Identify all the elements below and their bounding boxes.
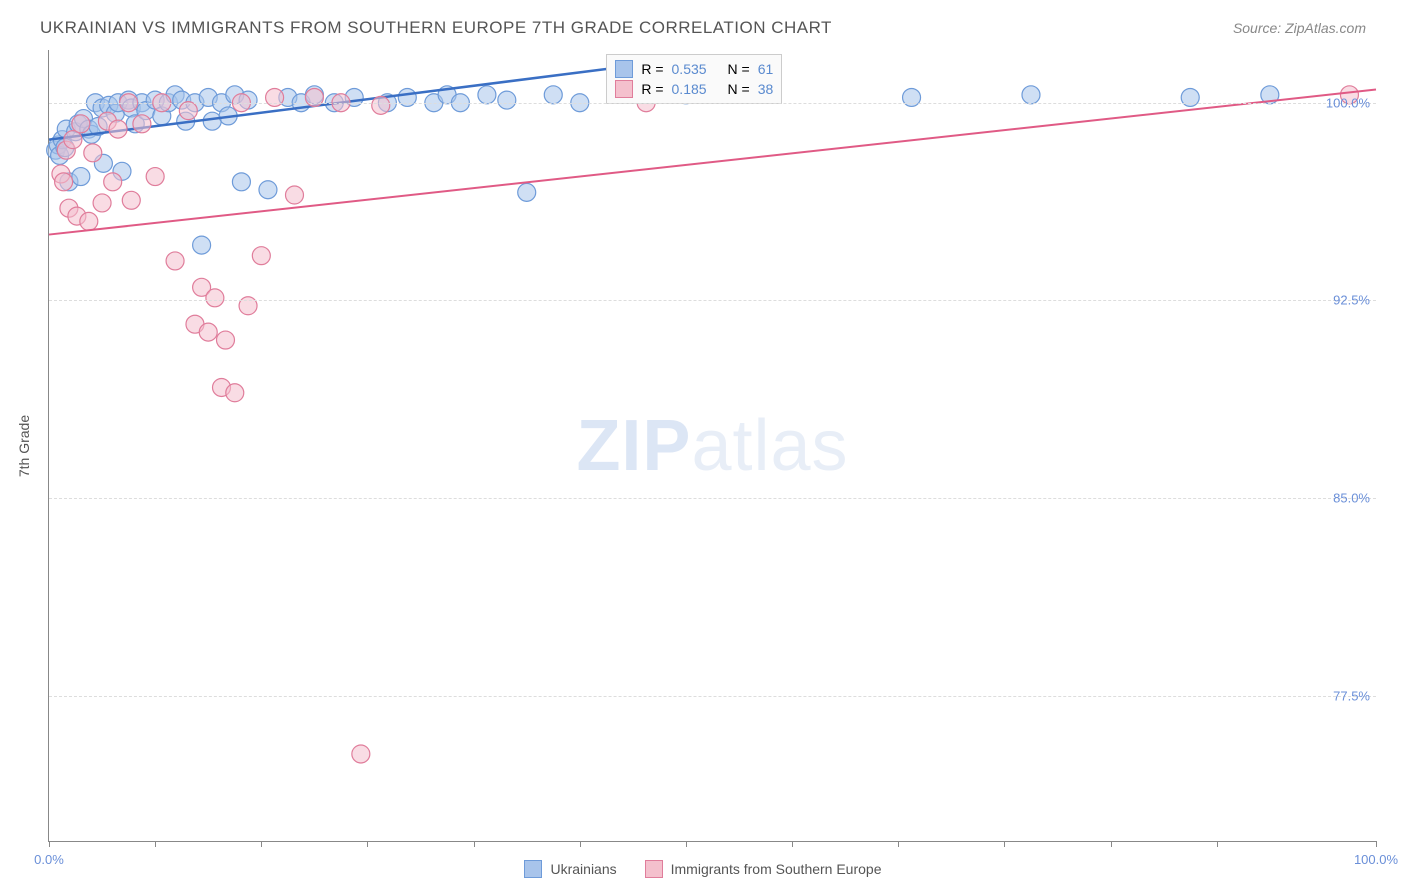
source-credit: Source: ZipAtlas.com — [1233, 20, 1366, 36]
x-tick — [367, 841, 368, 847]
data-point — [64, 131, 82, 149]
data-point — [146, 168, 164, 186]
data-point — [232, 173, 250, 191]
r-label: R = — [641, 81, 663, 97]
legend-swatch — [524, 860, 542, 878]
data-point — [1181, 88, 1199, 106]
n-value: 38 — [758, 81, 774, 97]
legend-swatch — [615, 80, 633, 98]
chart-container: 7th Grade ZIPatlas R = 0.535 N = 61 R = … — [40, 50, 1376, 842]
x-tick — [792, 841, 793, 847]
y-tick-label: 92.5% — [1333, 293, 1370, 308]
y-tick-label: 100.0% — [1326, 95, 1370, 110]
legend-swatch — [645, 860, 663, 878]
y-axis-label: 7th Grade — [16, 415, 32, 477]
x-tick — [898, 841, 899, 847]
data-point — [109, 120, 127, 138]
r-label: R = — [641, 61, 663, 77]
data-point — [398, 88, 416, 106]
legend-row: R = 0.535 N = 61 — [615, 59, 773, 79]
data-point — [903, 88, 921, 106]
data-point — [72, 168, 90, 186]
data-point — [1022, 86, 1040, 104]
r-value: 0.185 — [672, 81, 720, 97]
n-value: 61 — [758, 61, 774, 77]
legend-swatch — [615, 60, 633, 78]
r-value: 0.535 — [672, 61, 720, 77]
legend-row: R = 0.185 N = 38 — [615, 79, 773, 99]
data-point — [259, 181, 277, 199]
page-title: UKRAINIAN VS IMMIGRANTS FROM SOUTHERN EU… — [40, 18, 832, 38]
x-tick — [474, 841, 475, 847]
data-point — [216, 331, 234, 349]
data-point — [286, 186, 304, 204]
x-tick — [1376, 841, 1377, 847]
data-point — [179, 102, 197, 120]
data-point — [104, 173, 122, 191]
plot-area: ZIPatlas R = 0.535 N = 61 R = 0.185 N = … — [48, 50, 1376, 842]
correlation-legend: R = 0.535 N = 61 R = 0.185 N = 38 — [606, 54, 782, 104]
data-point — [133, 115, 151, 133]
y-tick-label: 77.5% — [1333, 688, 1370, 703]
legend-label: Ukrainians — [550, 861, 616, 877]
data-point — [498, 91, 516, 109]
data-point — [226, 384, 244, 402]
gridline — [49, 300, 1376, 301]
data-point — [518, 183, 536, 201]
data-point — [478, 86, 496, 104]
legend-label: Immigrants from Southern Europe — [671, 861, 882, 877]
x-tick — [580, 841, 581, 847]
data-point — [305, 88, 323, 106]
data-point — [199, 323, 217, 341]
data-point — [72, 115, 90, 133]
data-point — [122, 191, 140, 209]
x-tick — [49, 841, 50, 847]
data-point — [55, 173, 73, 191]
gridline — [49, 696, 1376, 697]
data-point — [352, 745, 370, 763]
x-tick — [686, 841, 687, 847]
gridline — [49, 103, 1376, 104]
x-tick — [1004, 841, 1005, 847]
data-point — [252, 247, 270, 265]
x-tick — [261, 841, 262, 847]
data-point — [372, 96, 390, 114]
trend-line — [49, 90, 1376, 235]
y-tick-label: 85.0% — [1333, 491, 1370, 506]
data-point — [544, 86, 562, 104]
legend-item: Ukrainians — [524, 860, 616, 878]
data-point — [84, 144, 102, 162]
gridline — [49, 498, 1376, 499]
data-point — [203, 112, 221, 130]
data-point — [266, 88, 284, 106]
data-point — [80, 212, 98, 230]
x-tick — [1111, 841, 1112, 847]
data-point — [206, 289, 224, 307]
n-label: N = — [728, 61, 750, 77]
series-legend: Ukrainians Immigrants from Southern Europ… — [0, 860, 1406, 878]
legend-item: Immigrants from Southern Europe — [645, 860, 882, 878]
x-tick — [155, 841, 156, 847]
data-point — [166, 252, 184, 270]
x-tick — [1217, 841, 1218, 847]
data-point — [93, 194, 111, 212]
data-point — [239, 297, 257, 315]
data-point — [193, 236, 211, 254]
n-label: N = — [728, 81, 750, 97]
